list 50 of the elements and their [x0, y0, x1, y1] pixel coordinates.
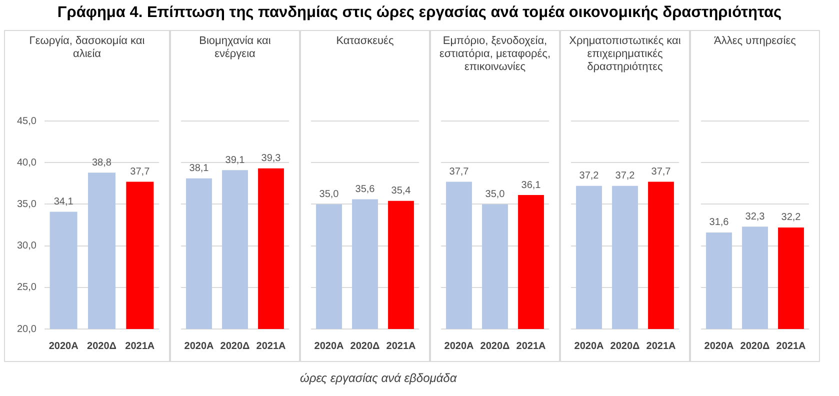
chart-title: Εμπόριο, ξενοδοχεία, εστιατόρια, μεταφορές, επικοινωνίες	[438, 34, 552, 75]
data-label: 31,6	[709, 217, 730, 228]
y-tick-label: 30,0	[16, 240, 37, 252]
x-tick-label: 2020Δ	[610, 340, 640, 352]
x-tick-label: 2021Α	[125, 340, 155, 352]
data-label: 32,3	[745, 211, 766, 222]
x-tick-label: 2020Δ	[740, 340, 770, 352]
y-tick-label: 35,0	[16, 198, 37, 210]
chart-title: Χρηματοπιστωτικές και επιχειρηματικές δραστηριότητες	[568, 34, 682, 75]
y-tick-label: 45,0	[16, 116, 37, 127]
x-tick-label: 2020Α	[574, 340, 604, 352]
x-tick-label: 2020Δ	[480, 340, 510, 352]
data-label: 38,8	[92, 157, 112, 168]
data-label: 35,0	[485, 188, 506, 200]
x-tick-label: 2020Δ	[350, 340, 380, 352]
x-tick-label: 2021Α	[386, 340, 416, 352]
x-tick-label: 2021Α	[646, 340, 676, 352]
data-label: 37,2	[579, 170, 600, 182]
text: Γράφημα 4. Επίπτωση της πανδημίας στις ώρες εργασίας ανά τομέα οικονομικής δραστηριότητας	[56, 3, 783, 23]
chart-title: Άλλες υπηρεσίες	[713, 34, 797, 49]
x-tick-label: 2020Δ	[87, 340, 116, 352]
x-tick-label: 2021Α	[256, 340, 286, 352]
x-tick-label: 2020Α	[314, 340, 344, 352]
data-label: 35,0	[319, 188, 340, 200]
chart-title: Κατασκευές	[335, 34, 395, 49]
x-tick-label: 2020Α	[48, 340, 78, 352]
data-label: 37,2	[615, 170, 636, 182]
x-tick-label: 2020Α	[184, 340, 214, 352]
x-tick-label: 2021Α	[516, 340, 546, 352]
chart-title: Βιομηχανία και ενέργεια	[198, 34, 272, 62]
data-label: 35,4	[391, 186, 412, 197]
data-label: 37,7	[651, 166, 672, 178]
data-label: 38,1	[189, 163, 210, 174]
data-label: 32,2	[781, 212, 802, 224]
y-tick-label: 25,0	[16, 282, 37, 294]
x-tick-label: 2020Δ	[220, 340, 250, 352]
x-tick-label: 2020Α	[444, 340, 474, 352]
text: ώρες εργασίας ανά εβδομάδα	[300, 371, 457, 387]
data-label: 37,7	[130, 166, 150, 178]
x-tick-label: 2020Α	[704, 340, 734, 352]
data-label: 34,1	[54, 196, 74, 208]
data-label: 37,7	[449, 166, 470, 178]
y-tick-label: 40,0	[16, 157, 37, 168]
chart-title: Γεωργία, δασοκομία και αλιεία	[28, 34, 146, 62]
data-label: 39,1	[225, 154, 246, 166]
y-tick-label: 20,0	[16, 324, 37, 335]
data-label: 39,3	[261, 153, 282, 164]
data-label: 35,6	[355, 184, 376, 195]
data-label: 36,1	[521, 180, 542, 191]
x-tick-label: 2021Α	[776, 340, 806, 352]
